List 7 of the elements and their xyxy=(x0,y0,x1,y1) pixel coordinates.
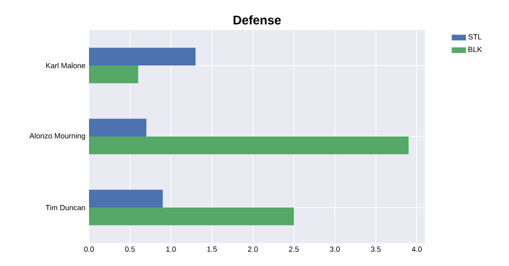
bar xyxy=(89,48,196,66)
chart-title: Defense xyxy=(234,15,281,24)
bar xyxy=(89,136,409,154)
bar xyxy=(89,208,294,226)
bar xyxy=(89,118,146,136)
bar xyxy=(89,65,138,84)
bar xyxy=(89,190,163,208)
